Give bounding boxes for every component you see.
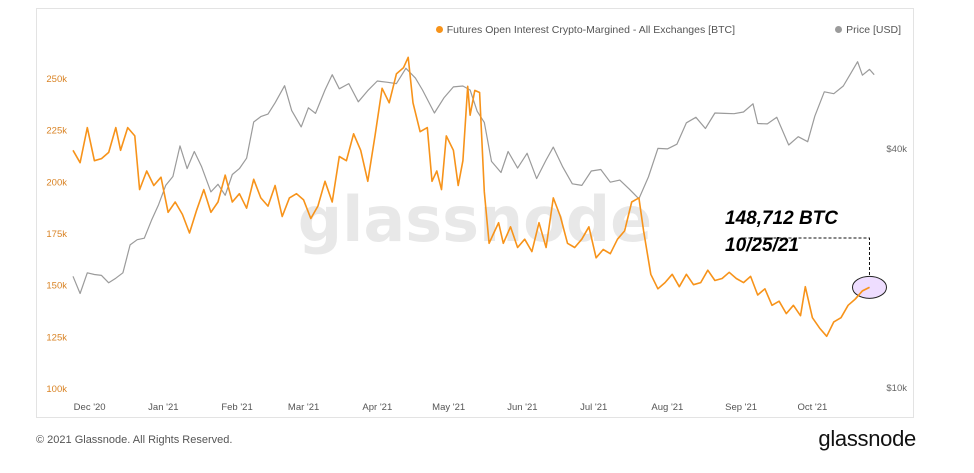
chart-frame: Futures Open Interest Crypto-Margined - … [36,8,914,418]
x-tick-label: Oct '21 [798,402,828,413]
legend-open-interest[interactable]: Futures Open Interest Crypto-Margined - … [435,24,735,36]
legend-label-open-interest: Futures Open Interest Crypto-Margined - … [446,24,735,36]
footer-brand-logo[interactable]: glassnode [818,426,916,451]
y-left-tick-label: 100k [46,384,67,395]
x-tick-label: May '21 [432,402,465,413]
annotation-leader-line [743,237,870,277]
chart-svg: glassnode 100k 125k 150k 175k 200k 225k 250k $10… [46,56,907,413]
footer-copyright: © 2021 Glassnode. All Rights Reserved. [36,434,233,446]
watermark-text: glassnode [298,183,652,256]
x-tick-label: Feb '21 [221,402,252,413]
annotation-date: 10/25/21 [725,235,799,256]
legend-label-price: Price [USD] [846,24,901,36]
y-left-tick-label: 225k [46,126,67,137]
x-tick-label: Jun '21 [507,402,537,413]
x-tick-label: Jan '21 [148,402,178,413]
series-line-price [72,61,875,295]
legend-price[interactable]: Price [USD] [835,24,901,36]
y-right-tick-label: $10k [886,383,907,394]
x-tick-label: Jul '21 [580,402,607,413]
y-left-tick-label: 125k [46,332,67,343]
legend-gray-dot [835,26,843,33]
y-left-tick-label: 200k [46,177,67,188]
y-right-tick-label: $40k [886,144,907,155]
x-tick-label: Sep '21 [725,402,757,413]
x-tick-label: Apr '21 [362,402,392,413]
y-left-tick-label: 250k [46,74,67,85]
x-tick-label: Dec '20 [74,402,106,413]
x-tick-label: Aug '21 [651,402,683,413]
x-tick-label: Mar '21 [288,402,319,413]
annotation-value: 148,712 BTC [725,208,839,229]
y-left-tick-label: 175k [46,229,67,240]
series-line-open-interest [72,56,870,338]
y-left-tick-label: 150k [46,281,67,292]
legend-orange-dot [435,26,443,33]
series-line-open-interest-tail [854,286,870,300]
